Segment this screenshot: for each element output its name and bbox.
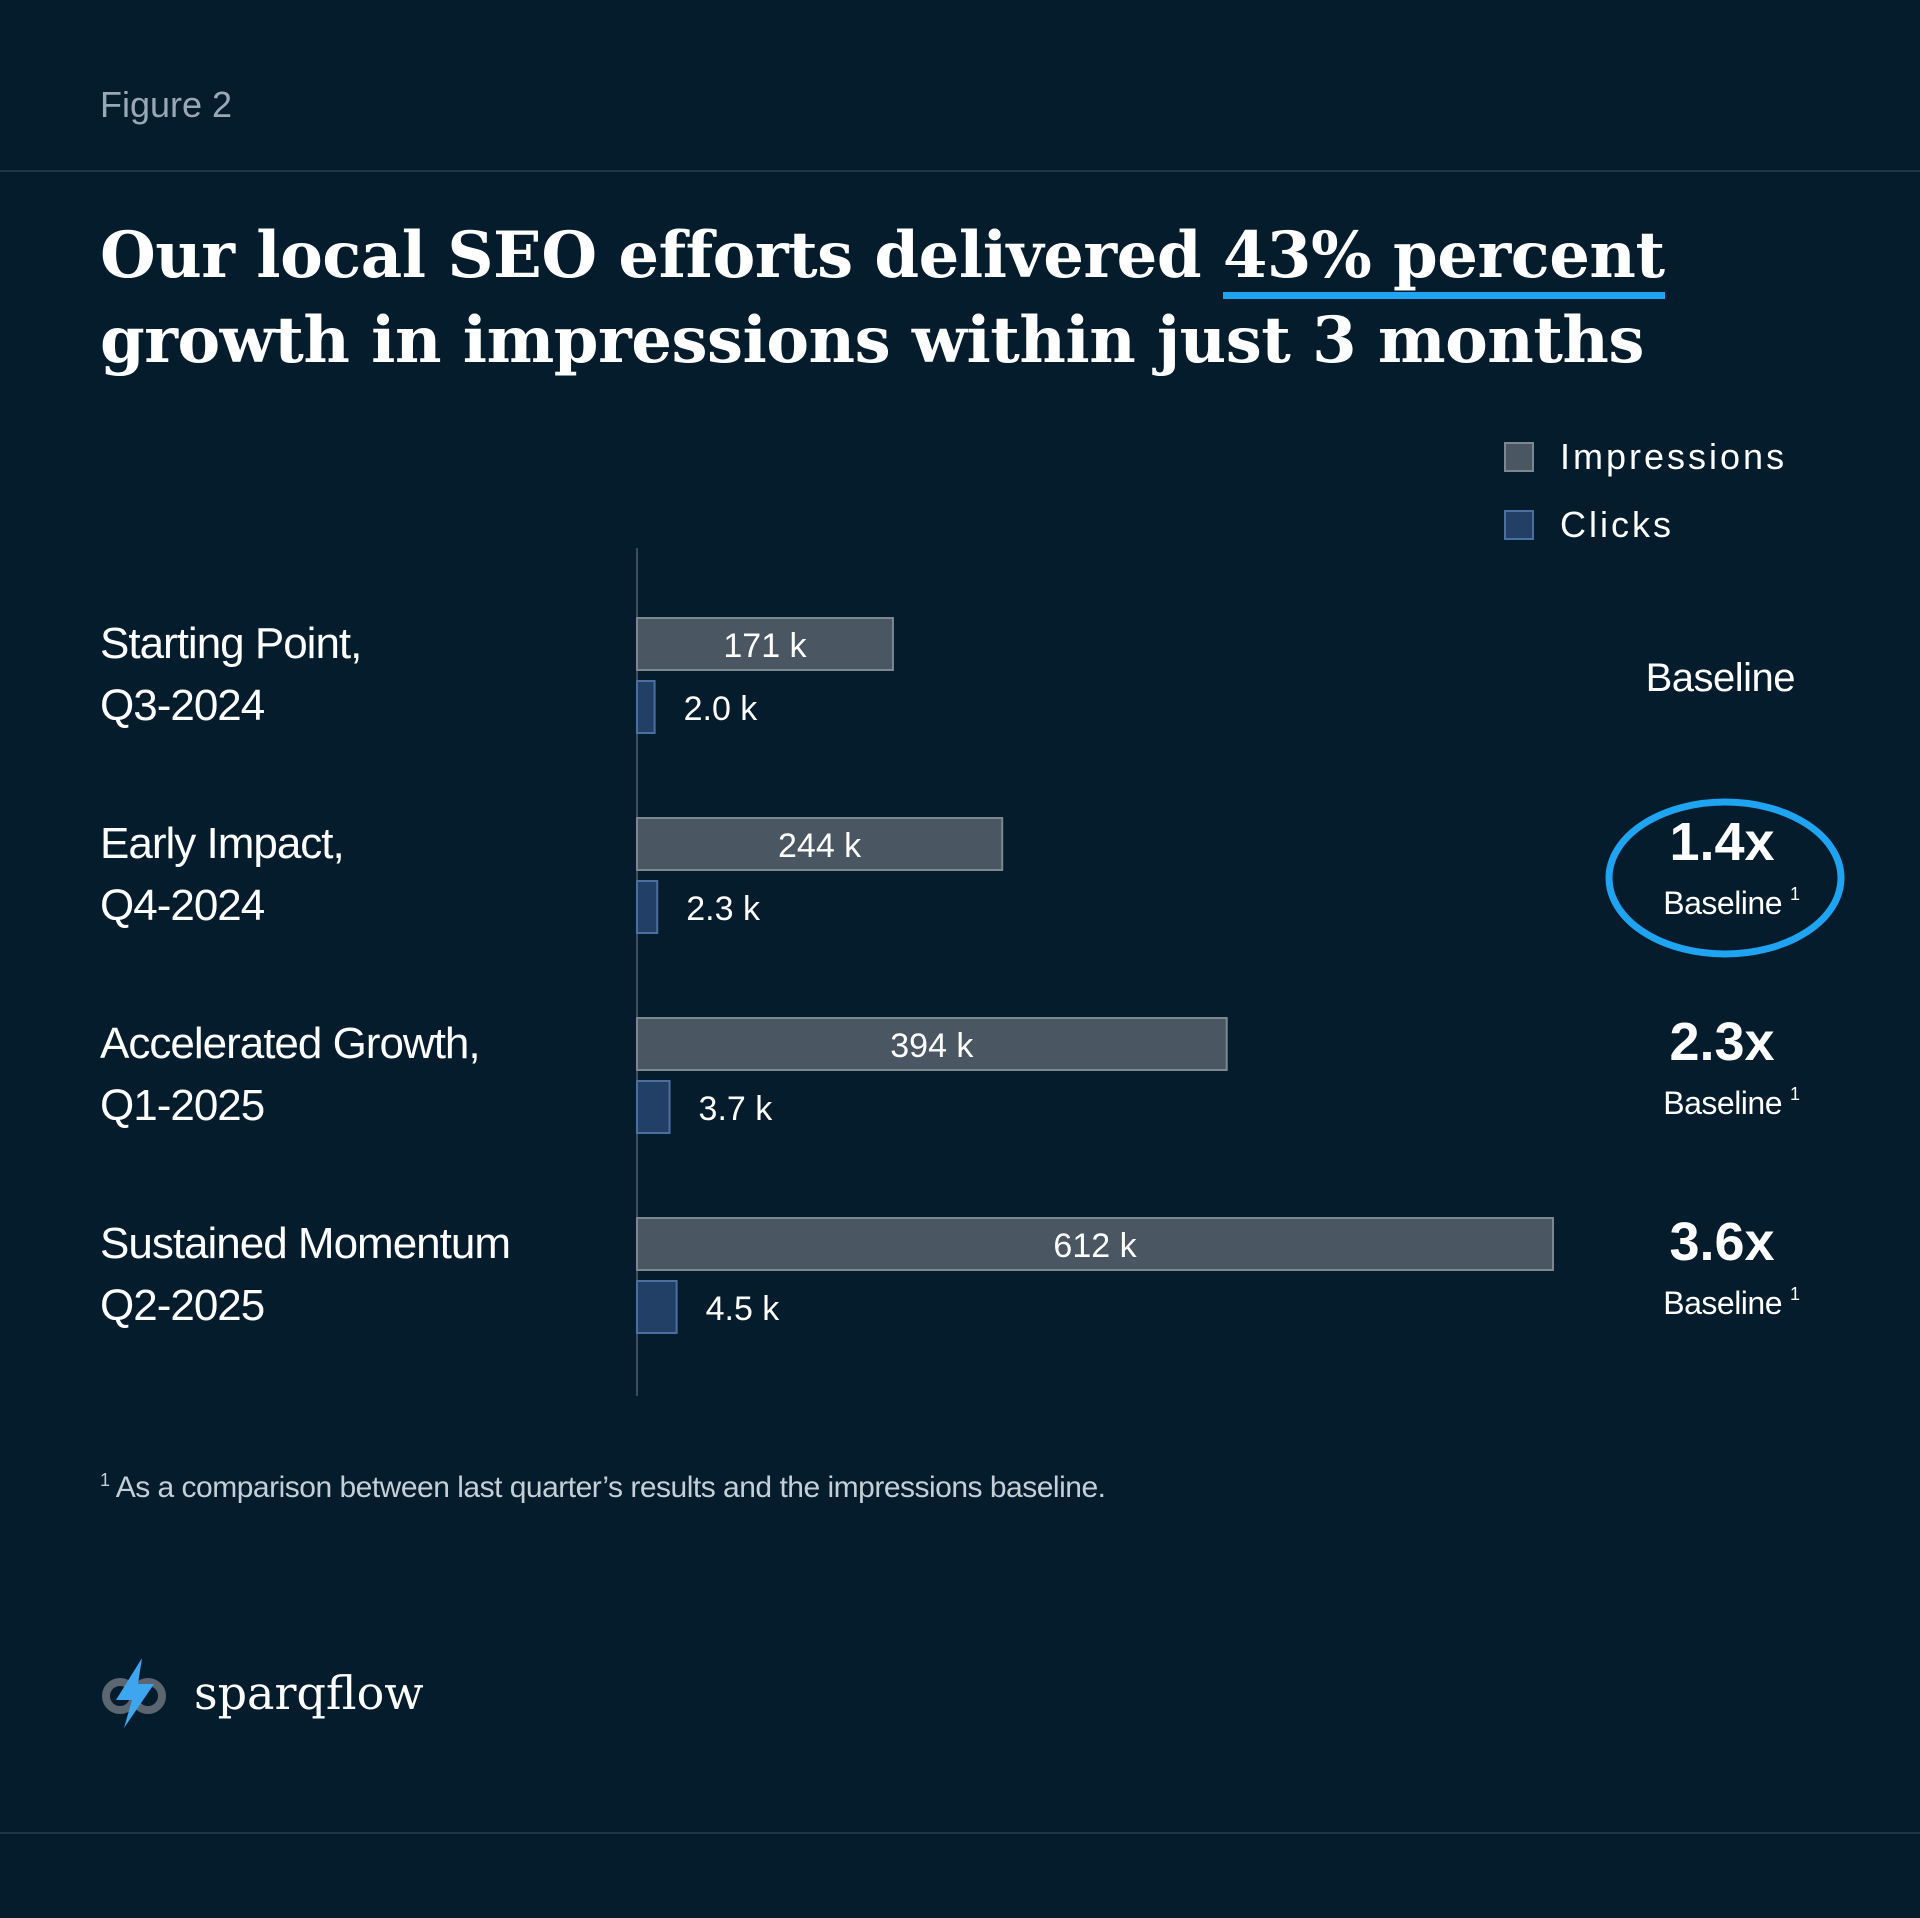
clicks-bar bbox=[636, 680, 656, 734]
headline-highlight: 43% percent bbox=[1222, 220, 1665, 299]
impressions-value-label: 394 k bbox=[890, 1027, 974, 1065]
category-label-line1: Early Impact, bbox=[100, 819, 344, 868]
category-label-line2: Q1-2025 bbox=[100, 1081, 264, 1130]
impressions-bar bbox=[636, 1017, 1228, 1071]
category-label-line2: Q4-2024 bbox=[100, 881, 265, 930]
category-label-line1: Sustained Momentum bbox=[100, 1219, 510, 1268]
multiplier-value: 2.3x bbox=[1669, 1012, 1774, 1072]
clicks-bar bbox=[636, 1280, 678, 1334]
top-divider bbox=[0, 170, 1920, 172]
clicks-bar bbox=[636, 880, 659, 934]
headline-after: growth in impressions within just 3 mont… bbox=[100, 303, 1644, 378]
brand-name: sparqflow bbox=[194, 1666, 424, 1720]
chart-legend: Impressions Clicks bbox=[1504, 436, 1787, 576]
impressions-value-label: 612 k bbox=[1053, 1227, 1137, 1265]
legend-item-impressions: Impressions bbox=[1504, 436, 1787, 477]
legend-swatch-impressions bbox=[1504, 442, 1534, 472]
legend-swatch-clicks bbox=[1504, 510, 1534, 540]
footnote-text: As a comparison between last quarter’s r… bbox=[109, 1471, 1106, 1504]
impressions-bar bbox=[636, 617, 894, 671]
figure-label: Figure 2 bbox=[100, 84, 233, 125]
lightning-link-icon bbox=[102, 1658, 166, 1728]
baseline-label: Baseline bbox=[1646, 656, 1795, 700]
impressions-bar bbox=[636, 1217, 1554, 1271]
multiplier-footnote-marker: 1 bbox=[1790, 1084, 1800, 1104]
clicks-value-label: 3.7 k bbox=[699, 1090, 774, 1128]
page-title: Our local SEO efforts delivered 43% perc… bbox=[100, 214, 1860, 383]
multiplier-baseline-label: Baseline bbox=[1663, 1085, 1782, 1121]
multiplier-value: 3.6x bbox=[1669, 1212, 1774, 1272]
legend-label-clicks: Clicks bbox=[1560, 504, 1674, 545]
legend-item-clicks: Clicks bbox=[1504, 504, 1787, 545]
clicks-bar bbox=[636, 1080, 671, 1134]
clicks-value-label: 2.0 k bbox=[684, 690, 759, 728]
brand-logo: sparqflow bbox=[98, 1656, 424, 1730]
legend-label-impressions: Impressions bbox=[1560, 436, 1788, 477]
bottom-divider bbox=[0, 1832, 1920, 1834]
clicks-value-label: 2.3 k bbox=[686, 890, 761, 928]
multiplier-baseline-label: Baseline bbox=[1663, 1285, 1782, 1321]
category-label-line1: Starting Point, bbox=[100, 619, 361, 668]
multiplier-footnote-marker: 1 bbox=[1790, 1284, 1800, 1304]
multiplier-footnote-marker: 1 bbox=[1790, 884, 1800, 904]
highlight-circle bbox=[1605, 798, 1845, 958]
impressions-bar bbox=[636, 817, 1004, 871]
category-label-line1: Accelerated Growth, bbox=[100, 1019, 480, 1068]
category-label-line2: Q2-2025 bbox=[100, 1281, 264, 1330]
category-label-line2: Q3-2024 bbox=[100, 681, 265, 730]
multiplier-baseline-label: Baseline bbox=[1663, 885, 1782, 921]
clicks-value-label: 4.5 k bbox=[706, 1290, 781, 1328]
headline-before: Our local SEO efforts delivered bbox=[100, 218, 1223, 293]
footnote: 1 As a comparison between last quarter’s… bbox=[100, 1470, 1106, 1505]
impressions-value-label: 244 k bbox=[778, 827, 862, 865]
multiplier-value: 1.4x bbox=[1669, 812, 1774, 872]
footnote-marker: 1 bbox=[100, 1470, 110, 1490]
impressions-value-label: 171 k bbox=[723, 627, 807, 665]
